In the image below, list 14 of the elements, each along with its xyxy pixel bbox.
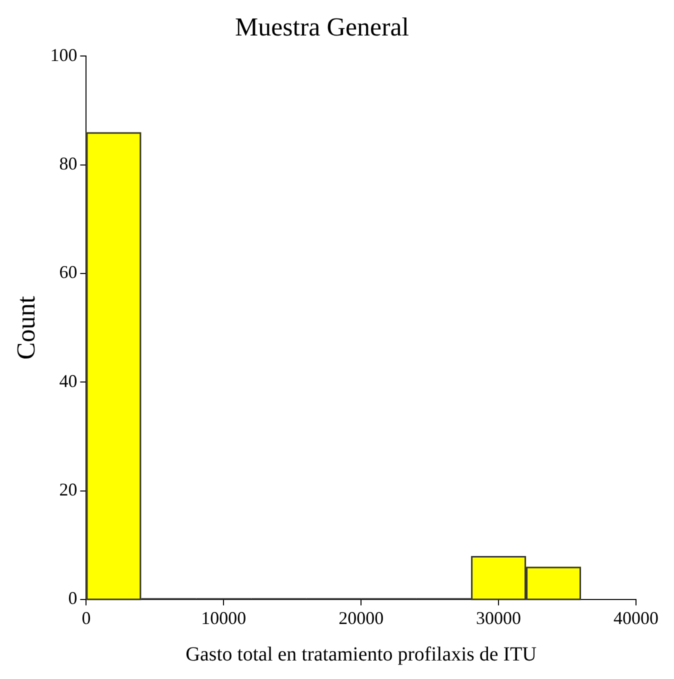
- y-tick-label: 20: [59, 479, 78, 500]
- x-tick-label: 10000: [201, 608, 246, 628]
- y-tick-label: 0: [68, 588, 78, 608]
- y-axis-title: Count: [11, 295, 40, 360]
- chart-title: Muestra General: [235, 12, 409, 42]
- x-tick-label: 40000: [614, 608, 658, 628]
- y-tick-label: 100: [50, 44, 78, 65]
- y-tick-label: 80: [59, 154, 78, 174]
- y-tick-label: 60: [59, 262, 78, 282]
- x-tick-label: 0: [82, 608, 91, 628]
- y-tick-label: 40: [59, 370, 78, 391]
- x-tick-label: 30000: [476, 608, 522, 628]
- x-axis-title: Gasto total en tratamiento profilaxis de ITU: [186, 643, 538, 666]
- x-tick-label: 20000: [338, 608, 384, 628]
